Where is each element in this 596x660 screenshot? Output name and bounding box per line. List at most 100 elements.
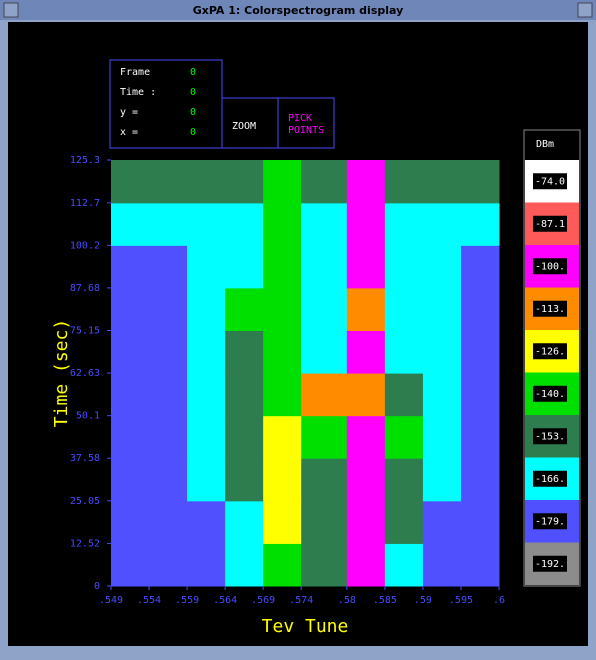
- spectrogram-cell: [225, 288, 264, 331]
- y-axis-label: Time (sec): [51, 319, 72, 427]
- spectrogram-cell: [461, 543, 500, 586]
- x-axis-label: Tev Tune: [262, 616, 349, 637]
- spectrogram-cell: [149, 203, 188, 246]
- y-tick-label: 25.05: [70, 496, 100, 507]
- x-tick-label: .6: [493, 595, 505, 606]
- spectrogram-cell: [461, 501, 500, 544]
- y-tick-label: 12.52: [70, 538, 100, 549]
- spectrogram-cell: [423, 501, 462, 544]
- spectrogram-cell: [385, 160, 424, 203]
- spectrogram-cell: [423, 458, 462, 501]
- maximize-button[interactable]: [578, 3, 592, 17]
- spectrogram-cell: [423, 331, 462, 374]
- spectrogram-cell: [423, 288, 462, 331]
- spectrogram-cell: [347, 288, 386, 331]
- spectrogram-cell: [301, 373, 347, 416]
- info-label: y =: [120, 107, 138, 118]
- spectrogram-cell: [225, 543, 264, 586]
- spectrogram-cell: [347, 373, 386, 416]
- spectrogram-cell: [111, 160, 150, 203]
- x-tick-label: .569: [251, 595, 275, 606]
- y-tick-label: 87.68: [70, 283, 100, 294]
- spectrogram-cell: [111, 331, 150, 374]
- spectrogram-cell: [301, 245, 347, 288]
- spectrogram-cell: [263, 288, 302, 331]
- spectrogram-cell: [149, 501, 188, 544]
- info-value: 0: [190, 127, 196, 138]
- spectrogram-cell: [461, 458, 500, 501]
- colorbar-label: -166.: [535, 474, 565, 485]
- x-tick-label: .58: [338, 595, 356, 606]
- info-label: Frame: [120, 67, 150, 78]
- spectrogram-cell: [301, 331, 347, 374]
- x-tick-label: .554: [137, 595, 161, 606]
- spectrogram-cell: [385, 203, 424, 246]
- y-tick-label: 62.63: [70, 368, 100, 379]
- spectrogram-cell: [225, 203, 264, 246]
- spectrogram-cell: [111, 288, 150, 331]
- y-tick-label: 112.7: [70, 198, 100, 209]
- spectrogram-cell: [187, 501, 226, 544]
- spectrogram-cell: [423, 416, 462, 459]
- y-tick-label: 37.58: [70, 453, 100, 464]
- spectrogram-cell: [347, 543, 386, 586]
- spectrogram-cell: [149, 245, 188, 288]
- spectrogram-cell: [225, 245, 264, 288]
- window: GxPA 1: Colorspectrogram display ZOOM DB…: [0, 0, 596, 660]
- spectrogram-cell: [111, 543, 150, 586]
- spectrogram-cell: [111, 203, 150, 246]
- spectrogram-cell: [301, 203, 347, 246]
- info-value: 0: [190, 67, 196, 78]
- spectrogram-cell: [423, 160, 462, 203]
- spectrogram-cell: [149, 331, 188, 374]
- spectrogram-cell: [385, 373, 424, 416]
- window-title: GxPA 1: Colorspectrogram display: [193, 4, 404, 17]
- spectrogram-cell: [301, 543, 347, 586]
- spectrogram-cell: [301, 288, 347, 331]
- spectrogram-cell: [263, 416, 302, 459]
- spectrogram-cell: [187, 245, 226, 288]
- y-tick-label: 125.3: [70, 155, 100, 166]
- spectrogram-cell: [301, 160, 347, 203]
- spectrogram-cell: [225, 373, 264, 416]
- colorbar-label: -113.: [535, 304, 565, 315]
- spectrogram-cell: [187, 331, 226, 374]
- spectrogram-cell: [263, 245, 302, 288]
- window-menu-button[interactable]: [4, 3, 18, 17]
- x-tick-label: .559: [175, 595, 199, 606]
- info-value: 0: [190, 87, 196, 98]
- spectrogram-cell: [423, 203, 462, 246]
- spectrogram-cell: [301, 416, 347, 459]
- zoom-label: ZOOM: [232, 121, 256, 132]
- info-label: Time :: [120, 87, 156, 98]
- spectrogram-cell: [225, 160, 264, 203]
- spectrogram-cell: [111, 501, 150, 544]
- spectrogram-cell: [347, 331, 386, 374]
- spectrogram-cell: [385, 543, 424, 586]
- spectrogram-cell: [263, 160, 302, 203]
- spectrogram-cell: [347, 458, 386, 501]
- spectrogram-cell: [187, 160, 226, 203]
- spectrogram-cell: [423, 373, 462, 416]
- spectrogram-cell: [149, 543, 188, 586]
- spectrogram-cell: [187, 203, 226, 246]
- spectrogram-cell: [263, 331, 302, 374]
- spectrogram-cell: [225, 331, 264, 374]
- colorbar-label: -87.1: [535, 219, 565, 230]
- spectrogram-cell: [423, 245, 462, 288]
- spectrogram-cell: [187, 416, 226, 459]
- x-tick-label: .59: [414, 595, 432, 606]
- spectrogram-cell: [149, 160, 188, 203]
- spectrogram-cell: [301, 458, 347, 501]
- info-label: x =: [120, 127, 138, 138]
- x-tick-label: .585: [373, 595, 397, 606]
- x-tick-label: .549: [99, 595, 123, 606]
- spectrogram-cell: [385, 288, 424, 331]
- spectrogram-cell: [461, 416, 500, 459]
- spectrogram-cell: [187, 543, 226, 586]
- spectrogram-cell: [187, 288, 226, 331]
- spectrogram-cell: [461, 245, 500, 288]
- spectrogram-cell: [423, 543, 462, 586]
- spectrogram-cell: [263, 501, 302, 544]
- spectrogram-cell: [149, 288, 188, 331]
